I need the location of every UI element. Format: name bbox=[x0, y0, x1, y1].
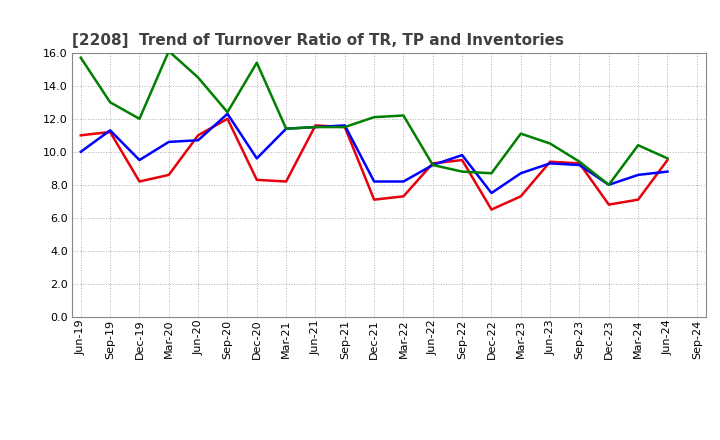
Inventories bbox=[428, 162, 437, 168]
Trade Receivables bbox=[458, 158, 467, 163]
Trade Payables bbox=[663, 169, 672, 174]
Trade Receivables bbox=[370, 197, 379, 202]
Trade Receivables bbox=[76, 132, 85, 138]
Trade Payables bbox=[575, 162, 584, 168]
Trade Receivables bbox=[341, 125, 349, 130]
Trade Receivables bbox=[311, 123, 320, 128]
Line: Inventories: Inventories bbox=[81, 51, 667, 185]
Trade Payables bbox=[223, 111, 232, 117]
Trade Receivables bbox=[663, 158, 672, 163]
Trade Payables bbox=[516, 171, 525, 176]
Trade Receivables bbox=[399, 194, 408, 199]
Trade Payables bbox=[253, 156, 261, 161]
Trade Payables bbox=[341, 123, 349, 128]
Trade Receivables bbox=[634, 197, 642, 202]
Trade Payables bbox=[164, 139, 173, 144]
Inventories bbox=[663, 156, 672, 161]
Inventories bbox=[634, 143, 642, 148]
Inventories bbox=[164, 48, 173, 54]
Inventories bbox=[106, 99, 114, 105]
Inventories bbox=[458, 169, 467, 174]
Trade Receivables bbox=[223, 116, 232, 121]
Trade Receivables bbox=[194, 132, 202, 138]
Line: Trade Payables: Trade Payables bbox=[81, 114, 667, 193]
Inventories bbox=[546, 141, 554, 146]
Trade Payables bbox=[106, 128, 114, 133]
Trade Payables bbox=[76, 149, 85, 154]
Inventories bbox=[341, 125, 349, 130]
Inventories bbox=[487, 171, 496, 176]
Trade Payables bbox=[634, 172, 642, 177]
Trade Payables bbox=[282, 126, 290, 131]
Trade Receivables bbox=[428, 161, 437, 166]
Trade Receivables bbox=[546, 159, 554, 165]
Trade Payables bbox=[370, 179, 379, 184]
Trade Payables bbox=[194, 138, 202, 143]
Trade Receivables bbox=[135, 179, 144, 184]
Inventories bbox=[605, 182, 613, 187]
Text: [2208]  Trend of Turnover Ratio of TR, TP and Inventories: [2208] Trend of Turnover Ratio of TR, TP… bbox=[72, 33, 564, 48]
Trade Receivables bbox=[164, 172, 173, 177]
Inventories bbox=[575, 159, 584, 165]
Trade Payables bbox=[311, 125, 320, 130]
Inventories bbox=[135, 116, 144, 121]
Inventories bbox=[370, 114, 379, 120]
Trade Receivables bbox=[575, 161, 584, 166]
Inventories bbox=[253, 60, 261, 66]
Inventories bbox=[399, 113, 408, 118]
Trade Payables bbox=[605, 182, 613, 187]
Trade Receivables bbox=[605, 202, 613, 207]
Trade Receivables bbox=[516, 194, 525, 199]
Trade Payables bbox=[428, 162, 437, 168]
Inventories bbox=[311, 125, 320, 130]
Inventories bbox=[282, 126, 290, 131]
Trade Receivables bbox=[487, 207, 496, 212]
Trade Payables bbox=[487, 191, 496, 196]
Trade Payables bbox=[399, 179, 408, 184]
Trade Receivables bbox=[106, 129, 114, 135]
Trade Payables bbox=[458, 152, 467, 158]
Inventories bbox=[223, 110, 232, 115]
Inventories bbox=[76, 55, 85, 60]
Trade Payables bbox=[546, 161, 554, 166]
Line: Trade Receivables: Trade Receivables bbox=[81, 119, 667, 209]
Trade Receivables bbox=[282, 179, 290, 184]
Trade Payables bbox=[135, 158, 144, 163]
Inventories bbox=[516, 131, 525, 136]
Inventories bbox=[194, 75, 202, 80]
Trade Receivables bbox=[253, 177, 261, 183]
